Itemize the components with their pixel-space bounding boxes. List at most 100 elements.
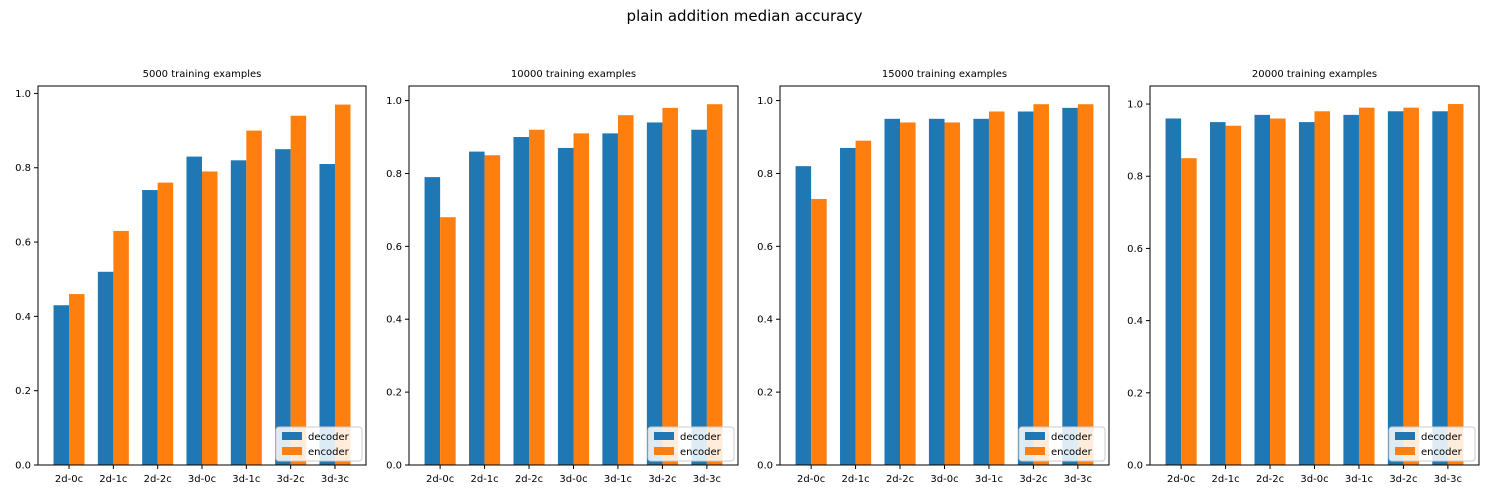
bar-encoder [811, 198, 827, 465]
bar-encoder [290, 115, 307, 465]
y-tick-label: 0.0 [1127, 461, 1143, 472]
bar-decoder [691, 129, 707, 465]
y-tick-label: 1.0 [757, 96, 773, 107]
bar-decoder [973, 118, 989, 465]
bar-decoder [97, 271, 114, 465]
bar-decoder [1387, 111, 1404, 466]
bar-decoder [1017, 111, 1034, 465]
x-tick-label: 3d-1c [975, 474, 1003, 485]
bar-decoder [275, 149, 291, 465]
legend-swatch-decoder [282, 432, 302, 440]
x-tick-label: 2d-2c [144, 474, 172, 485]
bar-encoder [1358, 107, 1375, 466]
y-tick-label: 1.0 [1127, 100, 1143, 111]
legend-swatch-decoder [1025, 432, 1045, 440]
x-tick-label: 2d-0c [797, 474, 825, 485]
bar-decoder [319, 164, 335, 465]
bar-encoder [662, 107, 678, 465]
x-tick-label: 3d-3c [693, 474, 721, 485]
bar-decoder [53, 305, 70, 465]
bar-encoder [1447, 104, 1464, 466]
legend-label-decoder: decoder [1051, 432, 1093, 443]
x-tick-label: 3d-1c [604, 474, 632, 485]
x-tick-label: 3d-0c [188, 474, 216, 485]
bar-decoder [142, 190, 158, 465]
bar-decoder [230, 160, 247, 465]
bar-encoder [944, 122, 961, 465]
x-tick-label: 2d-1c [841, 474, 869, 485]
x-tick-label: 2d-2c [1256, 474, 1284, 485]
bar-encoder [1181, 158, 1197, 465]
legend-label-encoder: encoder [1421, 447, 1463, 458]
bar-decoder [928, 118, 945, 465]
y-tick-label: 0.4 [757, 315, 773, 326]
x-tick-label: 2d-0c [55, 474, 83, 485]
legend-label-decoder: decoder [680, 432, 722, 443]
legend-label-decoder: decoder [308, 432, 350, 443]
bar-encoder [1270, 118, 1286, 465]
subplot-title: 20000 training examples [1252, 69, 1377, 80]
legend-label-decoder: decoder [1421, 432, 1463, 443]
y-tick-label: 0.6 [757, 242, 773, 253]
bar-encoder [900, 122, 916, 465]
bar-encoder [202, 171, 218, 465]
x-tick-label: 3d-2c [1019, 474, 1047, 485]
legend-swatch-encoder [282, 447, 302, 455]
x-tick-label: 2d-1c [1211, 474, 1239, 485]
bar-decoder [469, 151, 485, 465]
bar-encoder [529, 129, 545, 465]
bar-decoder [646, 122, 663, 465]
x-tick-label: 3d-1c [1345, 474, 1373, 485]
bar-encoder [855, 140, 872, 466]
y-tick-label: 0.6 [15, 238, 31, 249]
bar-decoder [884, 118, 901, 465]
y-tick-label: 0.0 [15, 461, 31, 472]
legend-swatch-encoder [1395, 447, 1415, 455]
x-tick-label: 2d-2c [886, 474, 914, 485]
bar-decoder [186, 156, 202, 466]
legend-swatch-encoder [654, 447, 674, 455]
bar-encoder [1403, 107, 1419, 466]
bar-encoder [440, 217, 456, 465]
y-tick-label: 0.4 [15, 312, 31, 323]
x-tick-label: 3d-2c [648, 474, 676, 485]
x-tick-label: 3d-0c [559, 474, 587, 485]
bar-encoder [113, 230, 129, 465]
bar-decoder [1298, 122, 1315, 465]
bar-encoder [246, 130, 262, 465]
x-tick-label: 3d-3c [1064, 474, 1092, 485]
bar-decoder [840, 147, 856, 466]
bar-decoder [1210, 122, 1226, 465]
bar-encoder [617, 115, 634, 466]
bar-encoder [1033, 104, 1049, 465]
bar-encoder [334, 104, 351, 465]
bar-encoder [1077, 104, 1094, 465]
y-tick-label: 0.0 [757, 461, 773, 472]
y-tick-label: 0.2 [1127, 388, 1143, 399]
x-tick-label: 2d-0c [426, 474, 454, 485]
bar-decoder [1343, 114, 1359, 465]
x-tick-label: 3d-3c [321, 474, 349, 485]
bar-encoder [1314, 111, 1331, 466]
x-tick-label: 2d-2c [515, 474, 543, 485]
x-tick-label: 3d-0c [1300, 474, 1328, 485]
legend-label-encoder: encoder [680, 447, 722, 458]
subplot-title: 5000 training examples [143, 69, 262, 80]
x-tick-label: 3d-2c [277, 474, 305, 485]
y-tick-label: 1.0 [15, 89, 31, 100]
bar-encoder [69, 294, 85, 465]
bar-encoder [484, 155, 501, 465]
bar-encoder [157, 182, 174, 465]
x-tick-label: 3d-3c [1434, 474, 1462, 485]
figure-title: plain addition median accuracy [626, 7, 863, 25]
y-tick-label: 0.4 [386, 315, 402, 326]
bar-decoder [1062, 107, 1078, 465]
x-tick-label: 3d-1c [232, 474, 260, 485]
x-tick-label: 2d-1c [99, 474, 127, 485]
y-tick-label: 0.8 [757, 169, 773, 180]
legend-label-encoder: encoder [1051, 447, 1093, 458]
bar-decoder [513, 137, 530, 465]
bar-encoder [573, 133, 590, 465]
y-tick-label: 0.6 [386, 242, 402, 253]
